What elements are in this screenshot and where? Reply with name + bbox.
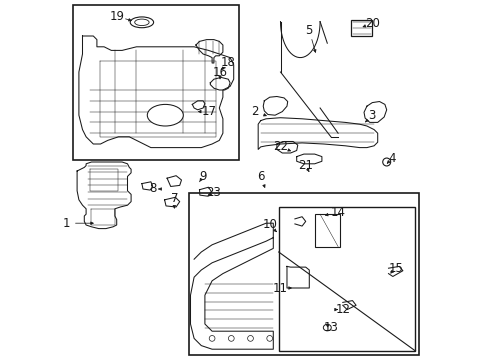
Text: 2: 2 xyxy=(251,105,259,118)
Text: 23: 23 xyxy=(206,186,221,199)
Circle shape xyxy=(228,336,234,341)
Text: 13: 13 xyxy=(323,321,338,334)
Circle shape xyxy=(209,336,215,341)
Ellipse shape xyxy=(382,158,390,166)
Text: 5: 5 xyxy=(305,24,312,37)
Text: 9: 9 xyxy=(199,170,206,183)
Text: 7: 7 xyxy=(170,192,178,204)
Text: 15: 15 xyxy=(387,262,402,275)
Bar xyxy=(278,207,415,351)
Circle shape xyxy=(266,336,272,341)
Text: 20: 20 xyxy=(364,17,379,30)
Text: 17: 17 xyxy=(202,105,216,118)
Text: 1: 1 xyxy=(62,217,70,230)
FancyBboxPatch shape xyxy=(314,214,339,247)
Text: 12: 12 xyxy=(335,303,350,316)
Ellipse shape xyxy=(130,17,153,28)
Ellipse shape xyxy=(147,104,183,126)
Bar xyxy=(73,5,239,160)
Bar xyxy=(188,193,418,355)
Ellipse shape xyxy=(134,19,149,26)
FancyBboxPatch shape xyxy=(350,20,371,36)
Text: 6: 6 xyxy=(256,170,264,183)
Text: 19: 19 xyxy=(109,10,124,23)
Text: 4: 4 xyxy=(387,152,395,165)
Text: 11: 11 xyxy=(272,282,287,294)
Text: 21: 21 xyxy=(298,159,312,172)
Circle shape xyxy=(247,336,253,341)
Text: 14: 14 xyxy=(330,206,345,219)
Text: 10: 10 xyxy=(262,219,277,231)
Ellipse shape xyxy=(323,324,330,331)
Text: 16: 16 xyxy=(212,66,227,78)
Text: 18: 18 xyxy=(221,57,235,69)
Text: 22: 22 xyxy=(272,140,287,153)
Text: 3: 3 xyxy=(368,109,375,122)
Text: 8: 8 xyxy=(149,183,156,195)
